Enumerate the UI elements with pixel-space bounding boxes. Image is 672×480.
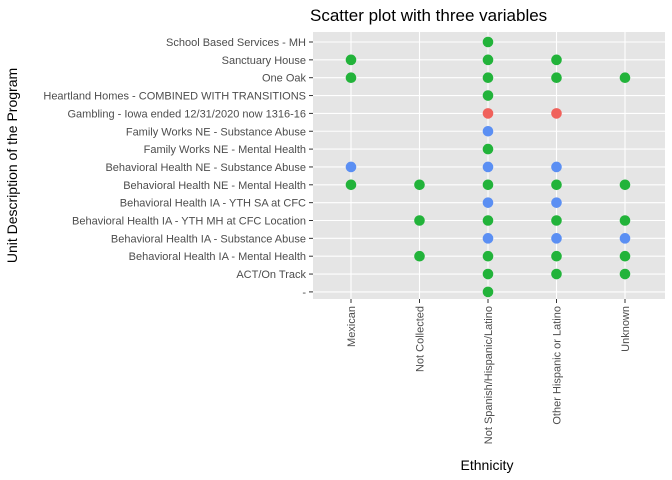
data-point [482, 143, 494, 155]
x-axis-ticks: Mexican Not Collected Not Spanish/Hispanic… [346, 299, 632, 444]
data-point [619, 72, 631, 83]
y-tick-label: Behavioral Health IA - Substance Abuse [111, 233, 306, 245]
data-point [482, 54, 494, 66]
y-tick-label: Behavioral Health IA - YTH SA at CFC [120, 198, 306, 210]
data-point [619, 250, 631, 262]
x-tick-label: Not Spanish/Hispanic/Latino [483, 306, 495, 444]
y-axis-ticks: - ACT/On Track Behavioral Health IA - Ment… [43, 37, 313, 299]
data-point [414, 215, 425, 226]
y-tick-label: School Based Services - MH [166, 37, 306, 49]
data-point [482, 197, 494, 208]
data-points [345, 36, 631, 298]
data-point [345, 72, 357, 83]
data-point [551, 197, 562, 208]
y-tick-label: Behavioral Health IA - Mental Health [129, 251, 306, 263]
x-tick-label: Other Hispanic or Latino [552, 306, 564, 425]
y-tick-label: Gambling - Iowa ended 12/31/2020 now 131… [67, 108, 306, 120]
data-point [414, 179, 425, 191]
data-point [482, 108, 494, 119]
data-point [619, 179, 631, 191]
y-tick-label: Behavioral Health IA - YTH MH at CFC Loc… [72, 216, 306, 228]
y-tick-label: - [302, 287, 306, 299]
data-point [482, 125, 494, 137]
y-tick-label: Family Works NE - Substance Abuse [126, 126, 306, 138]
data-point [482, 233, 494, 244]
data-point [619, 215, 631, 226]
data-point [551, 54, 562, 66]
x-axis-title: Ethnicity [461, 457, 514, 473]
y-tick-label: Behavioral Health NE - Substance Abuse [105, 162, 306, 174]
chart-title: Scatter plot with three variables [310, 6, 547, 25]
data-point [551, 179, 562, 191]
data-point [482, 268, 494, 280]
y-tick-label: Family Works NE - Mental Health [144, 144, 306, 156]
y-tick-label: Heartland Homes - COMBINED WITH TRANSITI… [43, 91, 306, 103]
data-point [551, 250, 562, 262]
data-point [345, 179, 357, 191]
y-axis-title: Unit Description of the Program [4, 68, 20, 263]
data-point [551, 233, 562, 244]
data-point [551, 161, 562, 173]
data-point [482, 36, 494, 48]
data-point [551, 108, 562, 119]
data-point [619, 268, 631, 280]
data-point [619, 233, 631, 244]
x-tick-label: Unknown [620, 306, 632, 352]
data-point [482, 161, 494, 173]
data-point [482, 72, 494, 83]
x-tick-label: Not Collected [415, 306, 427, 372]
data-point [414, 250, 425, 262]
y-tick-label: ACT/On Track [236, 269, 306, 281]
data-point [345, 161, 357, 173]
data-point [345, 54, 357, 66]
data-point [482, 250, 494, 262]
data-point [551, 72, 562, 83]
y-tick-label: One Oak [262, 73, 307, 85]
y-tick-label: Sanctuary House [222, 55, 306, 67]
y-tick-label: Behavioral Health NE - Mental Health [123, 180, 306, 192]
data-point [482, 179, 494, 191]
x-tick-label: Mexican [346, 306, 358, 347]
data-point [551, 268, 562, 280]
data-point [482, 90, 494, 101]
data-point [551, 215, 562, 226]
data-point [482, 215, 494, 226]
data-point [482, 286, 494, 298]
